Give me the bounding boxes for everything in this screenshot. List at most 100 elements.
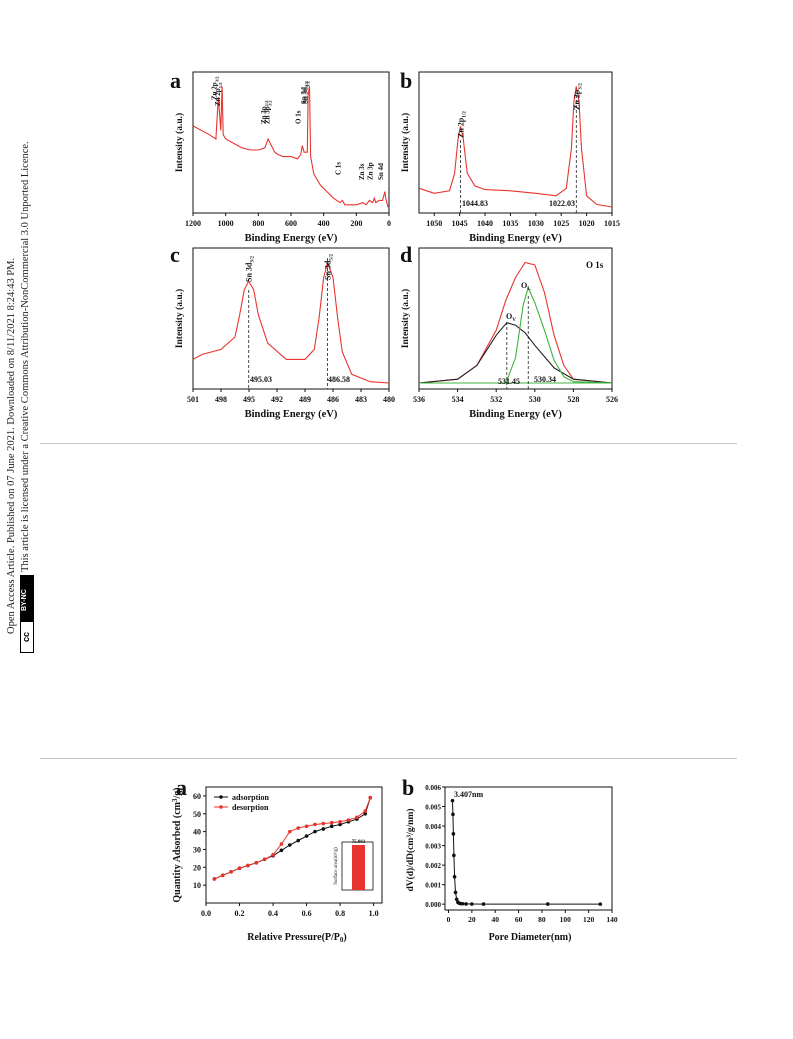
fig1b-xtick-label: 1040 — [477, 219, 493, 228]
fig1a-peak-label: Sn 4d — [377, 163, 385, 180]
fig1b-peak-value: 1044.83 — [462, 199, 488, 208]
fig1d-x-axis-label: Binding Energy (eV) — [469, 409, 562, 420]
fig2a-desorption-point — [368, 795, 373, 800]
fig2a-plot-frame — [205, 786, 383, 904]
fig2a-adsorption-point — [363, 811, 368, 816]
fig2a-desorption-point — [237, 866, 242, 870]
fig2a-ytick-label: 40 — [193, 828, 201, 837]
fig1b-xtick-label: 1030 — [528, 219, 544, 228]
fig1c-xtick-label: 501 — [187, 395, 199, 404]
fig2b-xtick-label: 60 — [515, 915, 523, 924]
fig2b-panel-letter: b — [402, 775, 414, 800]
fig1b-panel-letter: b — [400, 68, 412, 93]
fig2a-adsorption-point — [304, 834, 309, 838]
fig1a-xtick-label: 600 — [285, 219, 297, 228]
fig1b-peak-label: Zn 2p3/2 — [572, 83, 583, 110]
fig1a-peak-label: Zn 2p3/2 — [210, 76, 219, 100]
fig2a-x-axis-label: Relative Pressure(P/P0) — [247, 932, 347, 944]
fig2b-pore-distribution-point — [460, 901, 465, 906]
fig2a-legend-marker — [219, 795, 223, 799]
fig2b-xtick-label: 80 — [538, 915, 546, 924]
fig1c-x-axis-label: Binding Energy (eV) — [245, 409, 338, 420]
fig2a-ytick-label: 20 — [193, 863, 201, 872]
fig2b-pore-distribution-point — [454, 897, 459, 902]
fig1c-peak-value: 486.58 — [328, 375, 350, 384]
fig2b-xtick-label: 100 — [560, 915, 572, 924]
article-sidebar: Open Access Article. Published on 07 Jun… — [0, 0, 40, 1039]
fig2b-pore-distribution-point — [470, 902, 474, 906]
fig2b-pore-distribution-point — [545, 902, 550, 906]
fig2b-ytick-label: 0.000 — [425, 901, 441, 909]
fig2b-y-axis-label: dV(d)/dD(cm³/g/nm) — [405, 808, 416, 891]
fig1d-y-axis-label: Intensity (a.u.) — [400, 289, 411, 348]
fig2a-desorption-point — [313, 822, 317, 827]
fig1d-panel-letter: d — [400, 242, 412, 267]
section-divider — [40, 758, 737, 759]
fig1a-xtick-label: 800 — [252, 219, 264, 228]
fig2a-ytick-label: 50 — [193, 810, 201, 819]
fig2a-adsorption-point — [338, 822, 342, 827]
fig1a-xtick-label: 400 — [318, 219, 330, 228]
fig2a-adsorption-point — [321, 827, 326, 831]
fig2a-adsorption-point — [288, 843, 292, 847]
cc-license-badge[interactable]: BY-NC cc — [20, 575, 34, 653]
fig1a-peak-label: Zn 3p1/2 — [260, 100, 269, 124]
fig2a-desorption-point — [338, 820, 342, 824]
fig2b-ytick-label: 0.003 — [425, 843, 441, 851]
fig1d-xtick-label: 530 — [529, 395, 541, 404]
fig1b-xtick-label: 1025 — [553, 219, 569, 228]
fig2a-legend-label: desorption — [232, 803, 269, 812]
fig1a-peak-label: C 1s — [334, 162, 342, 175]
fig1a-peak-label: Sn 3d3/2 — [300, 81, 309, 104]
fig2b-ytick-label: 0.002 — [425, 862, 441, 870]
fig1d-peak-value: 531.45 — [498, 377, 520, 386]
fig1a-xtick-label: 1200 — [185, 219, 201, 228]
fig2a-desorption-point — [254, 861, 259, 865]
section-divider — [40, 443, 737, 444]
fig1b-x-axis-label: Binding Energy (eV) — [469, 233, 562, 244]
fig2b-pore-distribution-point — [452, 853, 456, 858]
fig2a-y-axis-label: Quantity Adsorbed (cm3/g) — [171, 787, 183, 902]
fig1a-peak-label: Zn 2p1/2 — [214, 82, 223, 106]
fig2b-ytick-label: 0.004 — [425, 823, 441, 831]
fig2a-legend-marker — [219, 805, 223, 809]
fig1c-xtick-label: 498 — [215, 395, 227, 404]
fig1d-peak-label: OV — [506, 312, 516, 323]
fig2a-desorption-point — [279, 842, 284, 846]
fig2b-pore-distribution-point — [452, 875, 457, 879]
fig2a-desorption-point — [346, 818, 351, 822]
fig1d-xtick-label: 536 — [413, 395, 425, 404]
fig1b-peak-value: 1022.03 — [549, 199, 575, 208]
fig2b-pore-distribution-point — [598, 902, 603, 906]
fig2b-xtick-label: 20 — [468, 915, 476, 924]
fig1b-y-axis-label: Intensity (a.u.) — [400, 113, 411, 172]
fig1c-xtick-label: 483 — [355, 395, 367, 404]
fig1a-xtick-label: 1000 — [218, 219, 234, 228]
fig2a-xtick-label: 0.2 — [235, 909, 245, 918]
fig2b-pore-distribution-point — [453, 890, 458, 895]
fig1a-y-axis-label: Intensity (a.u.) — [174, 113, 185, 172]
fig1a-xtick-label: 0 — [387, 219, 391, 228]
fig2a-inset-y-axis-label: Surface area(m²/g) — [333, 847, 339, 885]
fig2a-desorption-point — [304, 824, 309, 829]
fig1b-plot-frame — [418, 71, 613, 214]
fig2a-desorption-point — [296, 826, 300, 830]
fig2b-xtick-label: 120 — [583, 915, 595, 924]
fig2a-desorption-point — [271, 853, 275, 857]
fig1d-ov-fit-line — [418, 322, 613, 384]
fig2a-adsorption-point — [329, 824, 334, 829]
fig2a-xtick-label: 0.8 — [335, 909, 345, 918]
fig1c-panel-letter: c — [170, 242, 180, 267]
fig1d-peak-value: 530.34 — [534, 375, 556, 384]
fig1c-peak-label: Sn 3d3/2 — [245, 256, 256, 282]
fig1b-xtick-label: 1015 — [604, 219, 620, 228]
fig2b-pore-distribution-line — [452, 800, 601, 905]
fig2a-ytick-label: 60 — [193, 792, 201, 801]
fig1b-xtick-label: 1035 — [502, 219, 518, 228]
fig2b-pore-distribution-point — [450, 798, 455, 803]
fig2a-xtick-label: 1.0 — [369, 909, 379, 918]
fig2b-pore-distribution-point — [464, 902, 468, 906]
fig1d-peak-label: OL — [521, 281, 531, 292]
fig1d-plot-frame — [418, 247, 613, 390]
